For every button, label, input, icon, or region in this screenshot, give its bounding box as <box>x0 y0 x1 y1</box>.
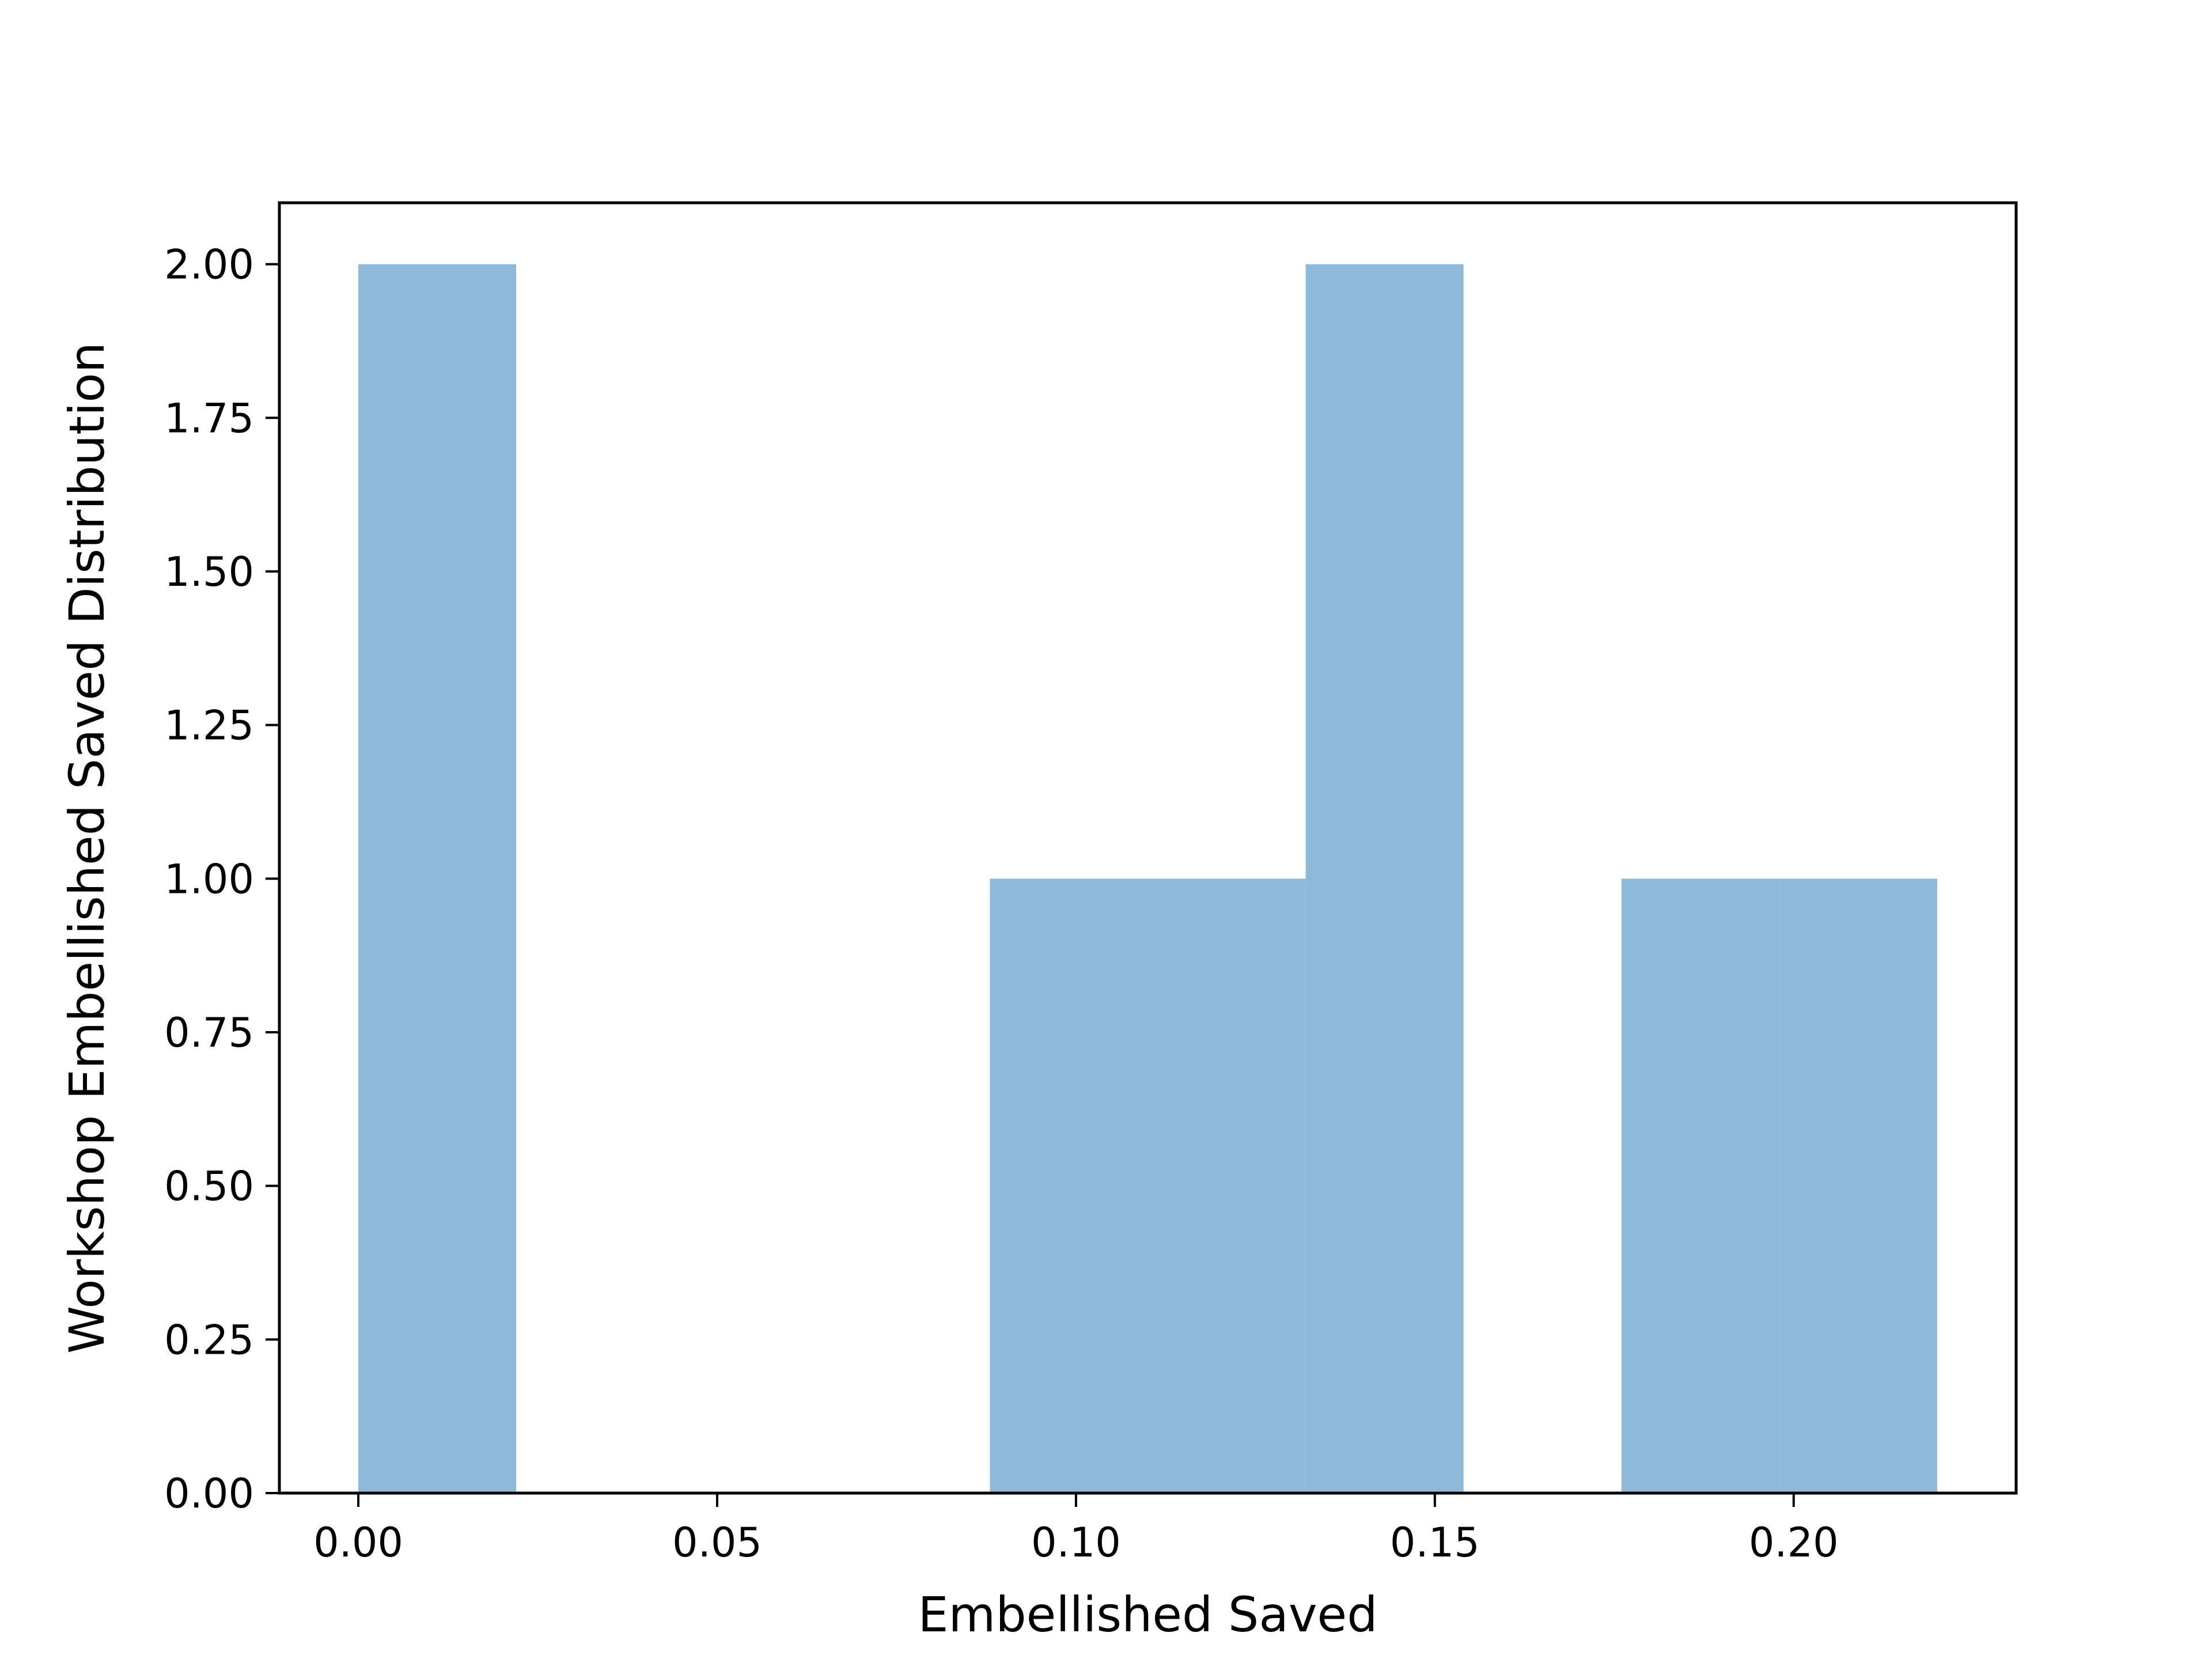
x-tick-label: 0.00 <box>313 1519 403 1566</box>
y-tick-label: 0.25 <box>164 1316 254 1363</box>
bars-group <box>358 264 1937 1493</box>
histogram-bar-4 <box>990 878 1148 1493</box>
x-tick-label: 0.05 <box>672 1519 762 1566</box>
histogram-bar-0 <box>358 264 517 1493</box>
y-tick-label: 1.50 <box>164 548 254 596</box>
histogram-bar-9 <box>1779 878 1937 1493</box>
y-axis-ticks: 0.00 0.25 0.50 0.75 1.00 1.25 1.50 1.75 2.00 <box>164 241 279 1517</box>
y-axis-label: Workshop Embellished Saved Distribution <box>59 342 115 1354</box>
x-axis-label: Embellished Saved <box>918 1586 1377 1643</box>
x-tick-label: 0.10 <box>1031 1519 1121 1566</box>
histogram-bar-5 <box>1147 878 1306 1493</box>
plot-frame <box>278 201 2018 1495</box>
y-tick-label: 1.75 <box>164 395 254 442</box>
x-tick-label: 0.20 <box>1749 1519 1839 1566</box>
histogram-bar-6 <box>1305 264 1464 1493</box>
y-tick-label: 2.00 <box>164 241 254 289</box>
y-tick-label: 0.00 <box>164 1470 254 1517</box>
histogram-bar-8 <box>1621 878 1779 1493</box>
y-tick-label: 0.75 <box>164 1009 254 1056</box>
y-tick-label: 1.25 <box>164 702 254 749</box>
x-tick-label: 0.15 <box>1390 1519 1480 1566</box>
y-tick-label: 0.50 <box>164 1163 254 1210</box>
y-tick-label: 1.00 <box>164 855 254 903</box>
x-axis-ticks: 0.00 0.05 0.10 0.15 0.20 <box>313 1493 1839 1566</box>
